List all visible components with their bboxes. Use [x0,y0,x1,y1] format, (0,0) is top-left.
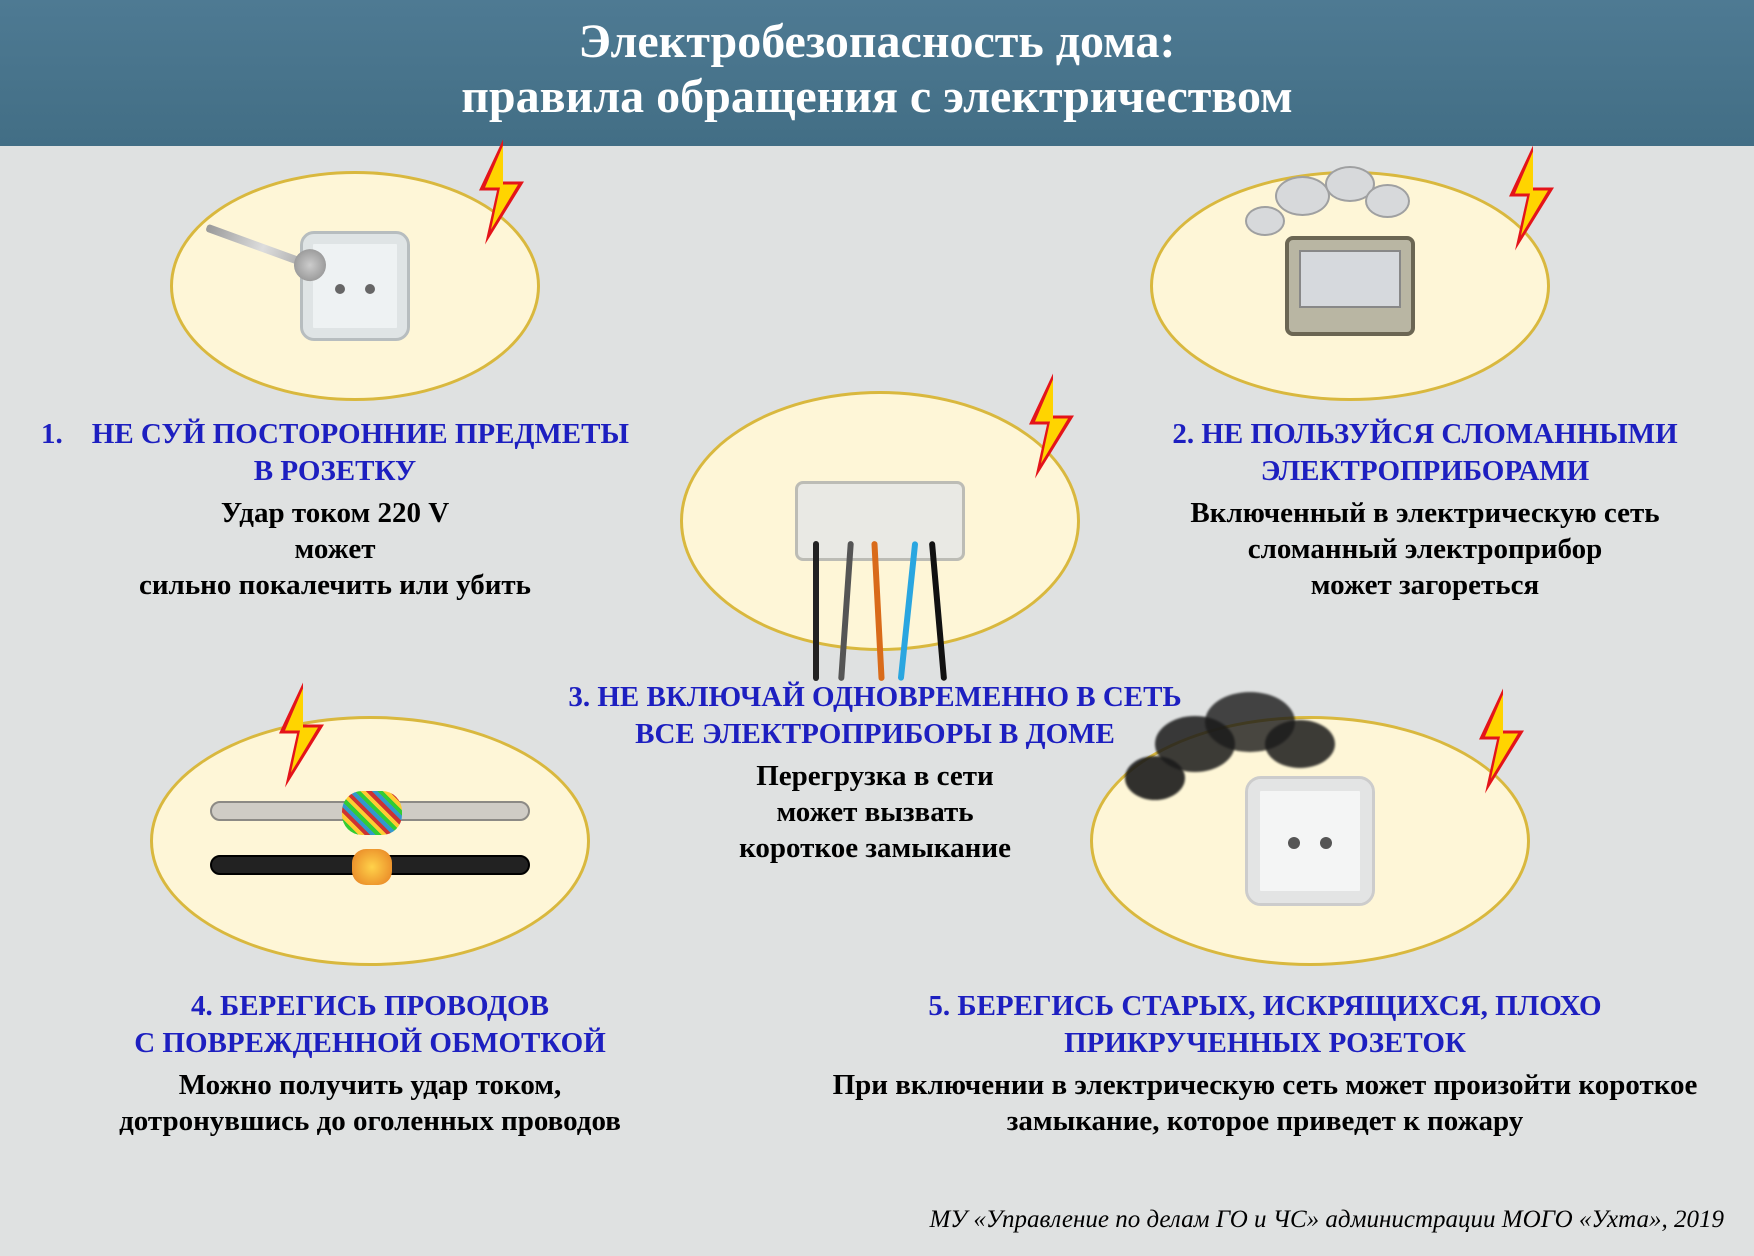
rule-body: Перегрузка в сетиможет вызватькороткое з… [555,758,1195,867]
lightning-bolt-icon [470,137,530,247]
lightning-bolt-icon [1470,686,1530,796]
illustration-oval-4 [150,716,590,966]
illustration-oval-1 [170,171,540,401]
rule-3: 3. НЕ ВКЛЮЧАЙ ОДНОВРЕМЕННО В СЕТЬ ВСЕ ЭЛ… [555,679,1195,866]
rule-heading: 1. НЕ СУЙ ПОСТОРОННИЕ ПРЕДМЕТЫ В РОЗЕТКУ [40,416,630,489]
page-header: Электробезопасность дома: правила обраще… [0,0,1754,146]
rule-body: При включении в электрическую сеть может… [800,1067,1730,1140]
power-strip-icon [795,481,965,561]
rule-body: Удар током 220 Vможетсильно покалечить и… [40,495,630,604]
rule-body: Можно получить удар током,дотронувшись д… [30,1067,710,1140]
rule-heading: 5. БЕРЕГИСЬ СТАРЫХ, ИСКРЯЩИХСЯ, ПЛОХО ПР… [800,988,1730,1061]
rule-heading: 4. БЕРЕГИСЬ ПРОВОДОВС ПОВРЕЖДЕННОЙ ОБМОТ… [30,988,710,1061]
lightning-bolt-icon [1020,371,1080,481]
wire-icon [871,541,884,681]
power-strip-illustration [795,481,965,561]
header-line-2: правила обращения с электричеством [20,69,1734,124]
wire-icon [929,541,947,681]
footer-attribution: МУ «Управление по делам ГО и ЧС» админис… [929,1206,1724,1234]
oval-shape [1150,171,1550,401]
lightning-bolt-icon [270,680,330,790]
rule-1: 1. НЕ СУЙ ПОСТОРОННИЕ ПРЕДМЕТЫ В РОЗЕТКУ… [40,416,630,603]
socket-icon [1245,776,1375,906]
main-canvas: 1. НЕ СУЙ ПОСТОРОННИЕ ПРЕДМЕТЫ В РОЗЕТКУ… [0,146,1754,1256]
illustration-oval-3 [680,391,1080,651]
wire-icon [838,541,854,681]
illustration-oval-2 [1150,171,1550,401]
cable-icon [210,801,530,821]
header-line-1: Электробезопасность дома: [20,14,1734,69]
rule-4: 4. БЕРЕГИСЬ ПРОВОДОВС ПОВРЕЖДЕННОЙ ОБМОТ… [30,988,710,1139]
wire-icon [813,541,819,681]
cable-icon [210,855,530,875]
wire-icon [898,541,919,681]
rule-heading: 2. НЕ ПОЛЬЗУЙСЯ СЛОМАННЫМИ ЭЛЕКТРОПРИБОР… [1115,416,1735,489]
sparking-socket-illustration [1245,776,1375,906]
rule-heading: 3. НЕ ВКЛЮЧАЙ ОДНОВРЕМЕННО В СЕТЬ ВСЕ ЭЛ… [555,679,1195,752]
rule-5: 5. БЕРЕГИСЬ СТАРЫХ, ИСКРЯЩИХСЯ, ПЛОХО ПР… [800,988,1730,1139]
tv-illustration [1285,236,1415,336]
rule-body: Включенный в электрическую сетьсломанный… [1115,495,1735,604]
tv-icon [1285,236,1415,336]
oval-shape [150,716,590,966]
socket-icon [300,231,410,341]
rule-2: 2. НЕ ПОЛЬЗУЙСЯ СЛОМАННЫМИ ЭЛЕКТРОПРИБОР… [1115,416,1735,603]
lightning-bolt-icon [1500,143,1560,253]
damaged-cable-illustration [210,791,530,891]
